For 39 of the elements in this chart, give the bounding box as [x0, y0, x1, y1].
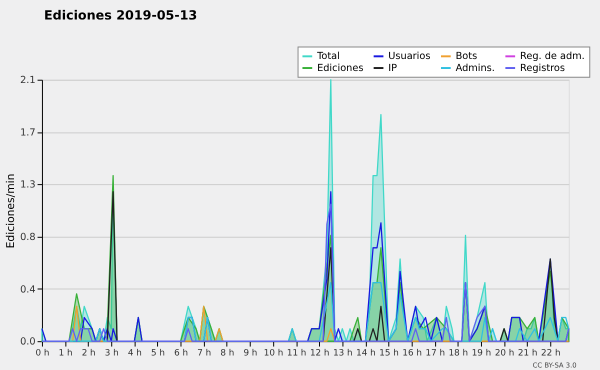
x-tick-label: 3 h: [104, 348, 119, 358]
x-tick-label: 11 h: [286, 348, 306, 358]
x-tick-label: 19 h: [472, 348, 492, 358]
legend-label: Total: [316, 51, 340, 62]
legend-label: Registros: [520, 62, 565, 74]
legend-label: Bots: [456, 51, 478, 62]
x-tick-label: 2 h: [82, 348, 96, 358]
x-tick-label: 20 h: [494, 348, 514, 358]
legend-label: Ediciones: [317, 62, 364, 74]
legend-label: Usuarios: [388, 51, 430, 62]
legend-label: Admins.: [456, 62, 495, 74]
y-axis-title: Ediciones/min: [4, 174, 18, 248]
x-tick-label: 15 h: [379, 348, 399, 358]
x-tick-label: 9 h: [243, 348, 258, 358]
legend-label: Reg. de adm.: [520, 51, 585, 62]
y-tick-label: 1.7: [20, 127, 36, 138]
x-tick-label: 18 h: [448, 348, 468, 358]
x-tick-label: 8 h: [220, 348, 234, 358]
x-tick-label: 0 h: [35, 348, 50, 358]
x-tick-label: 4 h: [128, 348, 142, 358]
x-tick-label: 6 h: [174, 348, 188, 358]
y-tick-label: 0.8: [20, 232, 36, 244]
chart-title: Ediciones 2019-05-13: [44, 8, 198, 23]
y-tick-label: 1.3: [20, 180, 36, 191]
y-tick-label: 0.0: [20, 336, 36, 348]
x-tick-label: 10 h: [264, 348, 284, 358]
x-tick-label: 17 h: [426, 348, 445, 358]
x-tick-label: 1 h: [58, 348, 73, 358]
x-tick-label: 13 h: [333, 348, 353, 358]
x-tick-label: 21 h: [518, 348, 538, 358]
x-tick-label: 5 h: [151, 348, 165, 358]
y-tick-label: 2.1: [20, 75, 36, 86]
y-tick-label: 0.4: [20, 284, 36, 296]
x-tick-label: 14 h: [356, 348, 376, 358]
x-tick-label: 7 h: [197, 348, 212, 358]
x-tick-label: 16 h: [402, 348, 422, 358]
legend-label: IP: [388, 62, 398, 74]
x-tick-label: 12 h: [310, 348, 330, 358]
x-tick-label: 22 h: [541, 348, 561, 358]
